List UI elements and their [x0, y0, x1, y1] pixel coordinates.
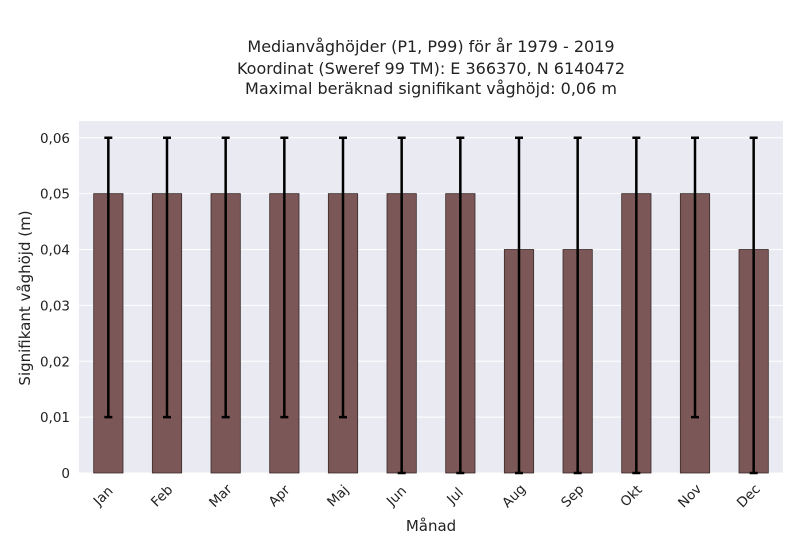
error-bar-dec — [749, 136, 758, 475]
x-tick-label: Nov — [675, 481, 705, 511]
x-tick-label: Maj — [324, 482, 352, 510]
chart-title-line-3: Maximal beräknad signifikant våghöjd: 0,… — [245, 79, 617, 98]
x-tick-label: Feb — [148, 482, 176, 510]
error-bar-mar — [221, 136, 230, 419]
error-bar-apr — [280, 136, 289, 419]
error-bar-okt — [632, 136, 641, 475]
y-tick-label: 0,01 — [40, 410, 70, 426]
x-tick-label: Okt — [617, 482, 645, 510]
x-tick-label: Sep — [558, 482, 587, 511]
y-tick-label: 0,04 — [40, 243, 70, 259]
y-axis-label: Signifikant våghöjd (m) — [16, 210, 34, 385]
x-tick-label: Jan — [90, 483, 117, 510]
y-axis-ticks: 0 0,01 0,02 0,03 0,04 0,05 0,06 — [40, 131, 70, 482]
x-tick-label: Aug — [499, 481, 529, 511]
x-axis-ticks: Jan Feb Mar Apr Maj Jun Jul Aug Sep Okt Nov Dec — [90, 481, 764, 511]
x-tick-label: Dec — [734, 481, 764, 511]
error-bar-sep — [573, 136, 582, 475]
x-tick-label: Jun — [383, 483, 410, 510]
error-bar-aug — [515, 136, 523, 475]
y-tick-label: 0 — [61, 466, 70, 482]
error-bar-maj — [339, 136, 347, 419]
error-bars — [104, 136, 758, 475]
error-bar-jan — [104, 136, 113, 419]
chart-title-line-2: Koordinat (Sweref 99 TM): E 366370, N 61… — [237, 59, 625, 78]
error-bar-jul — [456, 136, 465, 475]
y-tick-label: 0,05 — [40, 187, 70, 203]
chart-title-line-1: Medianvåghöjder (P1, P99) för år 1979 - … — [247, 37, 614, 56]
error-bar-nov — [691, 136, 699, 419]
error-bar-jun — [397, 136, 406, 475]
x-tick-label: Jul — [443, 485, 467, 509]
x-tick-label: Apr — [266, 482, 294, 510]
plot-area — [79, 121, 783, 473]
x-axis-label: Månad — [406, 517, 456, 535]
x-tick-label: Mar — [206, 481, 236, 511]
error-bar-feb — [163, 136, 171, 419]
y-tick-label: 0,06 — [40, 131, 70, 147]
y-tick-label: 0,02 — [40, 354, 70, 370]
grid — [79, 137, 783, 474]
y-tick-label: 0,03 — [40, 298, 70, 314]
